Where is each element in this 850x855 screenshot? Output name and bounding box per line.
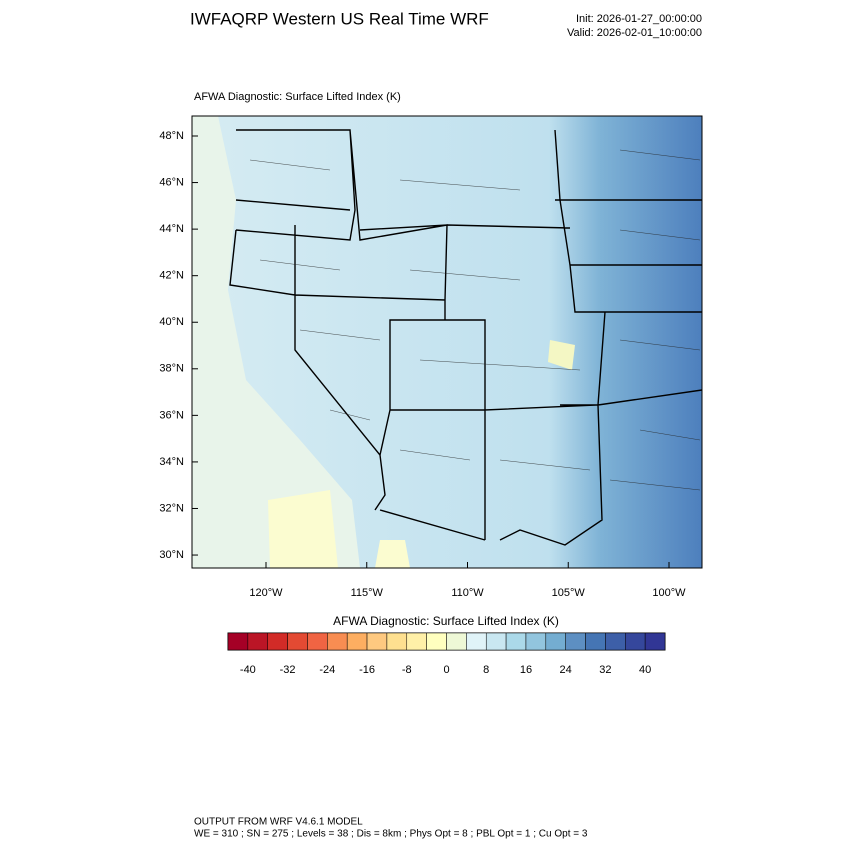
- shading: [268, 490, 338, 568]
- colorbar-box: [346, 632, 368, 651]
- ocean: [192, 116, 360, 568]
- colorbar-box: [327, 632, 348, 651]
- colorbar-label: 8: [483, 664, 489, 676]
- state-borders: [229, 129, 702, 546]
- lat-tick-label: 32°N: [159, 502, 184, 514]
- colorbar-label: -24: [319, 664, 335, 676]
- lat-tick-label: 34°N: [159, 456, 184, 468]
- valid-time: Valid: 2026-02-01_10:00:00: [567, 27, 702, 39]
- colorbar-box: [267, 632, 288, 651]
- map-subtitle: AFWA Diagnostic: Surface Lifted Index (K…: [194, 91, 401, 103]
- colorbar-title: AFWA Diagnostic: Surface Lifted Index (K…: [333, 614, 559, 628]
- colorbar-box: [585, 632, 606, 651]
- colorbar-label: -8: [402, 664, 412, 676]
- colorbar-label: 16: [520, 664, 532, 676]
- map: [192, 116, 702, 568]
- colorbar-label: -40: [240, 664, 256, 676]
- colorbar-label: -32: [280, 664, 296, 676]
- title: IWFAQRP Western US Real Time WRF: [190, 9, 489, 28]
- colorbar-box: [545, 632, 566, 651]
- lat-tick-label: 48°N: [159, 130, 184, 142]
- init-time: Init: 2026-01-27_00:00:00: [576, 13, 702, 25]
- shading: [548, 340, 575, 370]
- colorbar-box: [446, 632, 467, 651]
- lat-tick-label: 44°N: [159, 223, 184, 235]
- colorbar-box: [485, 632, 507, 651]
- lat-tick-label: 42°N: [159, 270, 184, 282]
- colorbar-label: 32: [599, 664, 611, 676]
- lon-tick-label: 100°W: [652, 587, 686, 599]
- colorbar-label: -16: [359, 664, 375, 676]
- colorbar-box: [644, 632, 666, 651]
- footer-line: WE = 310 ; SN = 275 ; Levels = 38 ; Dis …: [194, 829, 588, 840]
- colorbar-box: [605, 632, 626, 651]
- lon-tick-label: 120°W: [249, 587, 283, 599]
- colorbar-label: 0: [443, 664, 449, 676]
- colorbar-box: [227, 632, 249, 651]
- colorbar-box: [287, 632, 308, 651]
- colorbar-box: [625, 632, 646, 651]
- footer-line: OUTPUT FROM WRF V4.6.1 MODEL: [194, 817, 363, 828]
- lat-tick-label: 46°N: [159, 176, 184, 188]
- colorbar-box: [247, 632, 268, 651]
- lat-tick-label: 38°N: [159, 363, 184, 375]
- county-borders: [249, 149, 701, 491]
- colorbar-box: [525, 632, 547, 651]
- colorbar-box: [466, 632, 487, 651]
- colorbar-box: [386, 632, 408, 651]
- lon-tick-label: 105°W: [552, 587, 586, 599]
- colorbar-box: [307, 632, 328, 651]
- colorbar-label: 24: [560, 664, 572, 676]
- colorbar-box: [406, 632, 427, 651]
- lat-tick-label: 36°N: [159, 409, 184, 421]
- lat-tick-label: 30°N: [159, 549, 184, 561]
- lon-tick-label: 110°W: [451, 587, 484, 599]
- lat-tick-label: 40°N: [159, 316, 184, 328]
- map-frame: [191, 115, 703, 569]
- colorbar-label: 40: [639, 664, 651, 676]
- lon-tick-label: 115°W: [351, 587, 384, 599]
- colorbar-box: [426, 632, 447, 651]
- shading: [375, 540, 410, 568]
- colorbar-box: [366, 632, 388, 651]
- colorbar-box: [505, 632, 527, 651]
- colorbar-box: [565, 632, 586, 651]
